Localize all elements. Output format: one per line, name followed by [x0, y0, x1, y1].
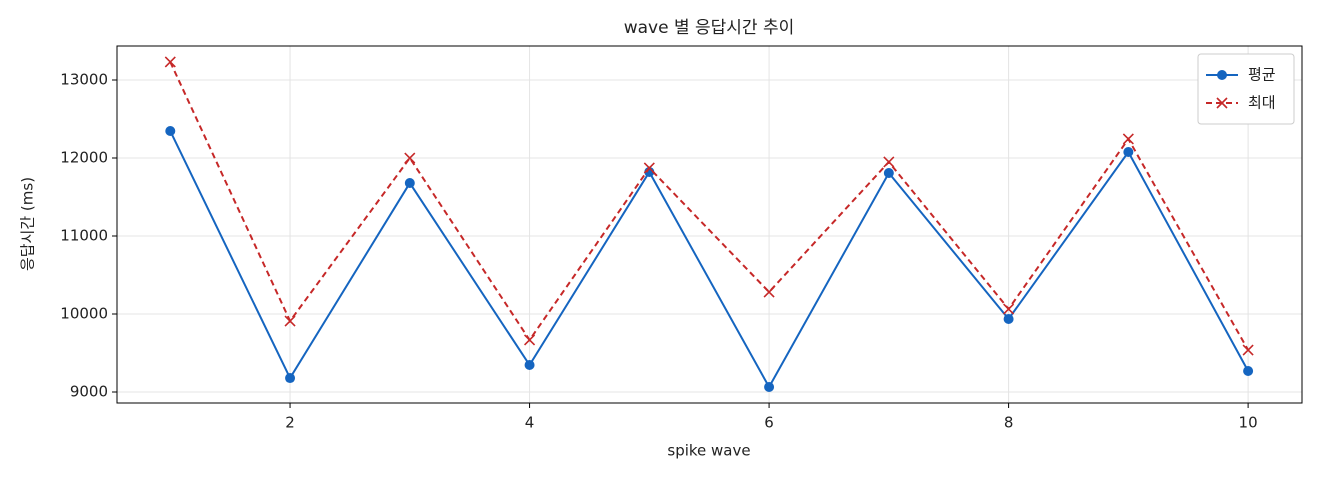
y-tick-label: 10000 — [60, 305, 108, 323]
x-tick-label: 2 — [285, 414, 295, 432]
marker — [284, 315, 296, 327]
marker — [1123, 147, 1134, 158]
marker — [883, 167, 894, 178]
marker — [524, 360, 535, 371]
marker — [763, 286, 775, 298]
y-tick-label: 11000 — [60, 227, 108, 245]
marker — [164, 56, 176, 68]
marker — [883, 156, 895, 168]
marker — [1122, 133, 1134, 145]
plot-frame — [116, 45, 1303, 404]
series-line — [169, 61, 1249, 351]
series-line — [169, 130, 1249, 390]
y-tick-label: 9000 — [70, 383, 108, 401]
x-tick-label: 10 — [1239, 414, 1258, 432]
y-tick-label: 13000 — [60, 71, 108, 89]
chart-title: wave 별 응답시간 추이 — [624, 18, 795, 38]
marker — [165, 126, 176, 137]
marker — [1242, 344, 1254, 356]
x-tick-label: 8 — [1004, 414, 1014, 432]
legend-box — [1197, 53, 1295, 125]
marker — [523, 334, 536, 346]
marker — [1003, 303, 1015, 315]
marker — [404, 152, 416, 164]
marker — [285, 373, 296, 384]
marker — [1243, 366, 1254, 377]
marker — [1216, 97, 1228, 109]
marker — [764, 382, 775, 393]
marker — [1003, 313, 1014, 324]
marker — [1217, 70, 1227, 80]
legend-label: 최대 — [1248, 94, 1276, 112]
y-axis-label: 응답시간 (ms) — [19, 177, 37, 271]
x-axis-label: spike wave — [667, 442, 750, 460]
y-tick-label: 12000 — [60, 149, 108, 167]
x-tick-label: 4 — [525, 414, 535, 432]
marker — [404, 178, 415, 189]
legend-label: 평균 — [1248, 66, 1276, 84]
x-tick-label: 6 — [764, 414, 774, 432]
marker — [643, 162, 655, 174]
